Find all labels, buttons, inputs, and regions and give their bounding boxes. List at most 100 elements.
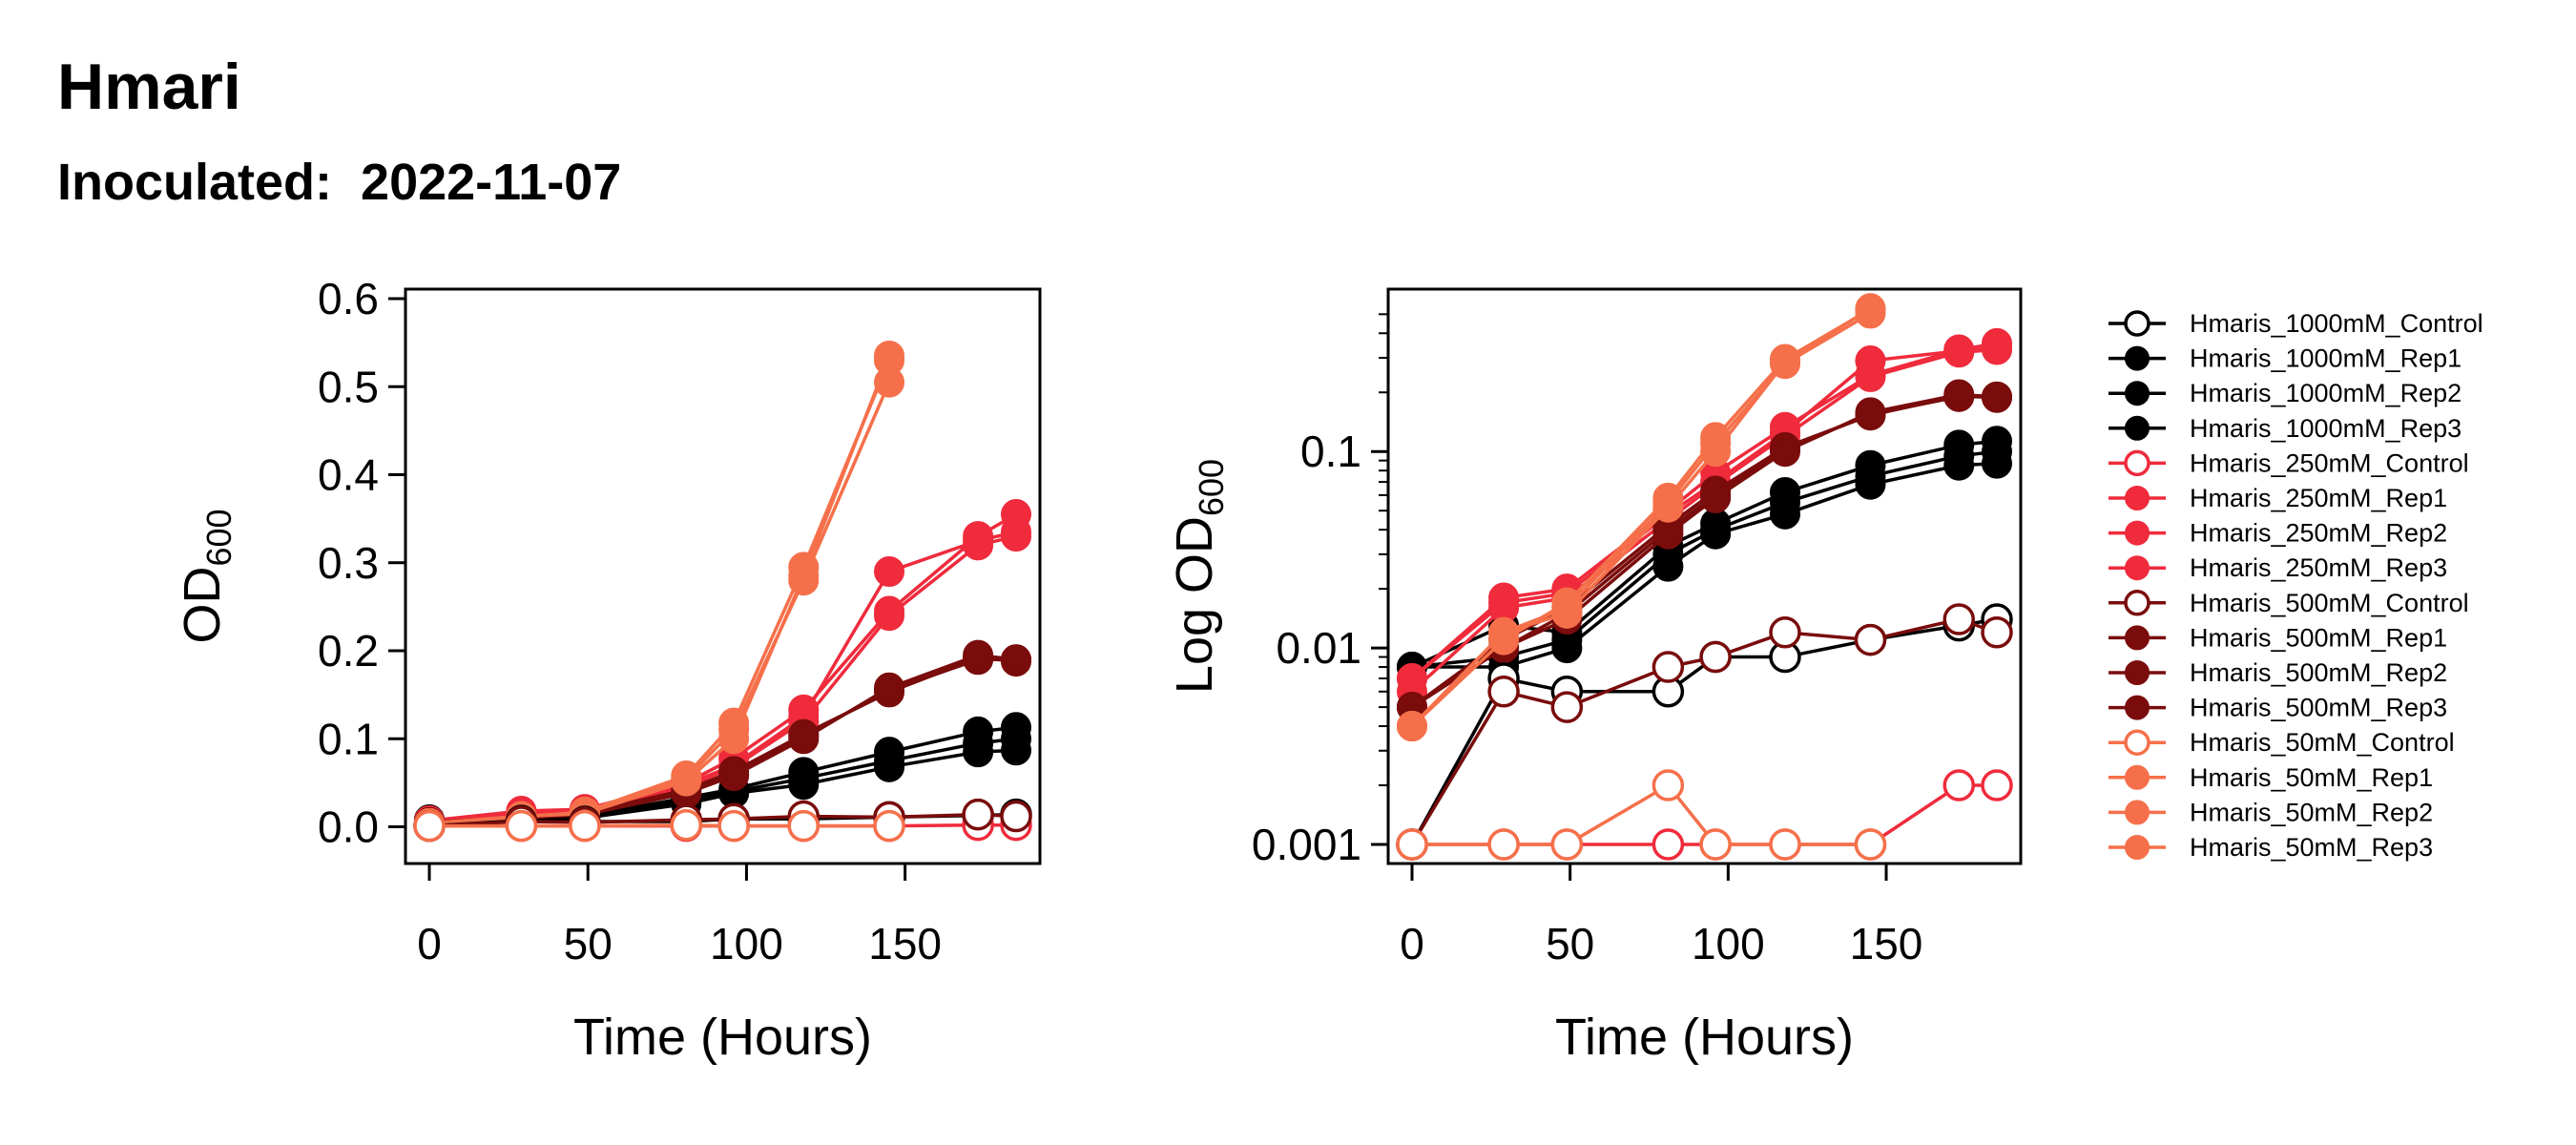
- series-line: [428, 381, 891, 825]
- legend-marker: [2125, 800, 2150, 825]
- data-point: [1981, 616, 2013, 649]
- data-point: [1652, 769, 1685, 802]
- legend-marker: [2125, 520, 2150, 546]
- legend-label: Hmaris_250mM_Rep3: [2190, 553, 2447, 582]
- x-tick-label: 50: [1546, 919, 1594, 968]
- legend-item: Hmaris_1000mM_Rep3: [2109, 414, 2462, 443]
- data-point: [1487, 676, 1520, 708]
- data-point: [1700, 482, 1732, 513]
- data-point: [1769, 616, 1801, 649]
- data-point: [874, 340, 905, 371]
- x-tick-label: 0: [417, 919, 442, 968]
- data-point: [1551, 597, 1583, 629]
- data-point: [1982, 381, 2012, 412]
- legend-marker: [2124, 310, 2150, 337]
- y-axis-label: Log OD600: [1166, 459, 1231, 694]
- legend-item: Hmaris_250mM_Rep1: [2109, 484, 2447, 512]
- data-point: [873, 809, 905, 843]
- series-Hmaris_500mM_Control: [1396, 603, 2013, 861]
- data-point: [1652, 651, 1685, 683]
- data-point: [1001, 735, 1031, 766]
- data-point: [1652, 518, 1684, 550]
- data-point: [1982, 448, 2012, 479]
- data-point: [1652, 551, 1684, 582]
- data-point: [963, 737, 994, 768]
- legend-marker: [2125, 660, 2150, 685]
- data-point: [718, 760, 750, 792]
- data-point: [962, 798, 994, 831]
- legend-marker: [2125, 345, 2150, 371]
- y-tick-label: 0.001: [1252, 820, 1361, 869]
- data-point: [1982, 334, 2012, 365]
- legend-label: Hmaris_50mM_Rep1: [2190, 763, 2433, 792]
- inoculation-subtitle: Inoculated: 2022-11-07: [57, 153, 621, 212]
- series-line: [1410, 307, 1872, 728]
- legend-marker: [2125, 764, 2150, 790]
- legend-label: Hmaris_250mM_Rep1: [2190, 484, 2447, 512]
- data-point: [1854, 623, 1887, 656]
- series-Hmaris_50mM_Rep2: [414, 344, 905, 839]
- legend-marker: [2125, 835, 2150, 860]
- legend-label: Hmaris_250mM_Control: [2190, 448, 2469, 477]
- y-tick-label: 0.6: [318, 274, 379, 323]
- data-point: [787, 809, 821, 843]
- legend-item: Hmaris_1000mM_Rep1: [2109, 344, 2462, 373]
- series-line: [429, 822, 890, 828]
- series-line: [1412, 782, 1871, 846]
- data-point: [1550, 691, 1584, 723]
- data-point: [718, 723, 750, 755]
- data-point: [1700, 436, 1732, 468]
- y-tick-label: 0.01: [1276, 623, 1361, 673]
- data-point: [874, 600, 905, 632]
- legend-label: Hmaris_500mM_Rep3: [2190, 694, 2447, 722]
- data-point: [1699, 828, 1732, 861]
- legend-label: Hmaris_250mM_Rep2: [2190, 519, 2447, 548]
- x-tick-label: 0: [1400, 919, 1424, 968]
- data-point: [874, 556, 905, 587]
- legend-marker: [2124, 449, 2150, 477]
- y-tick-label: 0.5: [318, 362, 379, 411]
- x-tick-label: 100: [710, 919, 783, 968]
- y-tick-label: 0.1: [1300, 427, 1361, 476]
- legend-item: Hmaris_50mM_Rep1: [2109, 763, 2433, 792]
- data-point: [1855, 293, 1886, 324]
- legend-item: Hmaris_500mM_Rep2: [2109, 658, 2447, 687]
- data-point: [1551, 633, 1583, 664]
- data-point: [1769, 828, 1801, 861]
- data-point: [788, 723, 820, 755]
- data-point: [569, 809, 601, 843]
- legend: Hmaris_1000mM_Control Hmaris_1000mM_Rep1 H…: [2109, 309, 2483, 862]
- x-tick-label: 150: [1850, 919, 1923, 968]
- legend-marker: [2125, 695, 2150, 720]
- linear-od-panel: 0 50 100 150 0.0 0.1 0.2 0.3 0.4 0.5 0.6 Time (Hour…: [174, 274, 1042, 1066]
- data-point: [1652, 491, 1684, 523]
- data-point: [1981, 769, 2013, 802]
- x-tick-label: 50: [564, 919, 613, 968]
- legend-label: Hmaris_50mM_Rep2: [2190, 798, 2433, 826]
- legend-marker: [2124, 729, 2150, 756]
- data-point: [505, 809, 538, 843]
- series-line: [428, 359, 891, 825]
- data-point: [874, 672, 905, 703]
- data-point: [1652, 828, 1685, 861]
- legend-item: Hmaris_250mM_Rep3: [2109, 553, 2447, 582]
- legend-marker: [2125, 555, 2150, 581]
- data-point: [1487, 828, 1520, 861]
- series-Hmaris_50mM_Rep2: [1397, 294, 1886, 742]
- data-point: [963, 639, 994, 671]
- data-point: [1699, 640, 1732, 674]
- series-Hmaris_50mM_Control: [1396, 769, 1887, 861]
- legend-label: Hmaris_1000mM_Rep2: [2190, 379, 2462, 407]
- data-point: [1001, 521, 1031, 552]
- data-point: [1700, 518, 1732, 550]
- data-point: [670, 808, 703, 842]
- data-point: [1855, 397, 1886, 428]
- legend-item: Hmaris_50mM_Rep2: [2109, 798, 2433, 826]
- legend-item: Hmaris_50mM_Rep3: [2109, 833, 2433, 862]
- legend-item: Hmaris_250mM_Rep2: [2109, 519, 2447, 548]
- data-point: [413, 809, 446, 843]
- data-point: [1942, 603, 1975, 635]
- y-tick-label: 0.3: [318, 538, 379, 588]
- x-tick-label: 150: [868, 919, 942, 968]
